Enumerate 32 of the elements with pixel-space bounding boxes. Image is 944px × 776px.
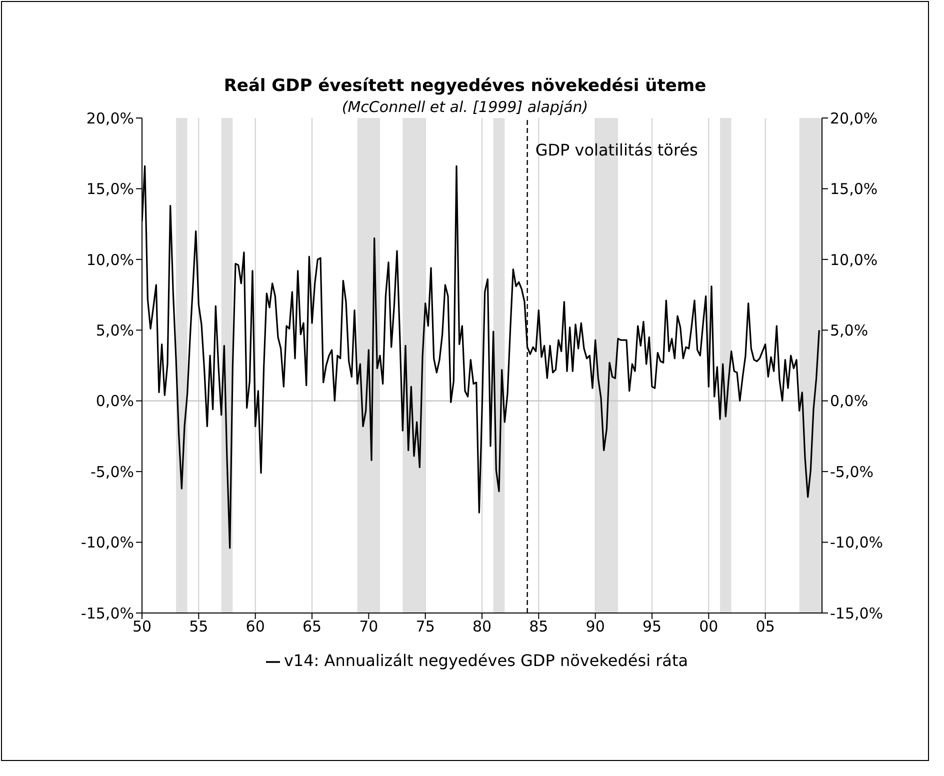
x-tick-label: 60 xyxy=(246,618,265,636)
y-tick-label: 15,0% xyxy=(86,180,134,198)
y2-tick-label: 0,0% xyxy=(830,392,868,410)
y-tick-label: -15,0% xyxy=(80,604,134,622)
y-tick-label: -5,0% xyxy=(90,462,134,481)
y-tick-label: -10,0% xyxy=(80,534,134,552)
y2-tick-label: 20,0% xyxy=(830,109,878,128)
x-tick-label: 65 xyxy=(302,618,322,636)
x-tick-label: 50 xyxy=(132,618,152,636)
ref-line-label: GDP volatilitás törés xyxy=(535,140,698,160)
x-tick-label: 75 xyxy=(416,618,435,636)
y2-tick-label: -5,0% xyxy=(830,462,874,481)
x-tick-label: 85 xyxy=(529,618,548,636)
y-tick-label: 20,0% xyxy=(86,109,134,128)
x-tick-label: 80 xyxy=(472,618,492,636)
x-tick-label: 05 xyxy=(756,618,775,636)
x-tick-label: 55 xyxy=(189,618,208,636)
y-tick-label: 10,0% xyxy=(86,250,134,269)
x-tick-label: 90 xyxy=(586,618,605,636)
y2-tick-label: 10,0% xyxy=(830,250,878,269)
chart-subtitle: (McConnell et al. [1999] alapján) xyxy=(342,98,588,116)
legend-label: v14: Annualizált negyedéves GDP növekedési ráta xyxy=(284,651,688,670)
y2-tick-label: -10,0% xyxy=(830,534,884,552)
y2-tick-label: -15,0% xyxy=(830,604,884,622)
x-tick-label: 70 xyxy=(359,618,378,636)
y-tick-label: 0,0% xyxy=(96,392,134,410)
y2-tick-label: 15,0% xyxy=(830,180,878,198)
x-tick-label: 95 xyxy=(642,618,662,636)
chart-title: Reál GDP évesített negyedéves növekedési üteme xyxy=(222,76,708,96)
x-tick-label: 00 xyxy=(699,618,718,636)
y2-tick-label: 5,0% xyxy=(830,321,868,340)
y-tick-label: 5,0% xyxy=(96,321,134,340)
